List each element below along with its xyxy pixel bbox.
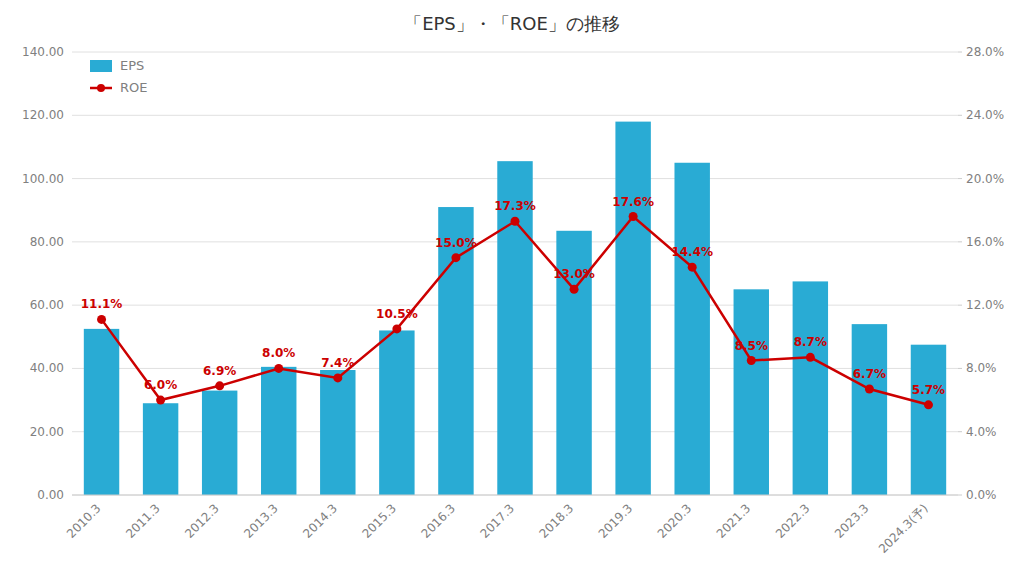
bar (261, 367, 296, 495)
marker (333, 373, 342, 382)
x-tick-label: 2022.3 (773, 501, 813, 541)
y2-tick-mark (958, 431, 962, 432)
marker (570, 285, 579, 294)
bar (793, 281, 828, 495)
data-label: 7.4% (321, 356, 354, 370)
x-tick-label: 2014.3 (300, 501, 340, 541)
data-label: 17.3% (494, 199, 536, 213)
y2-tick-mark (958, 52, 962, 53)
marker (274, 364, 283, 373)
bar (852, 324, 887, 495)
y2-tick-label: 4.0% (966, 425, 997, 439)
legend-marker (97, 84, 105, 92)
x-tick-label: 2019.3 (596, 501, 636, 541)
y-tick-label: 80.00 (30, 235, 64, 249)
y2-tick-label: 0.0% (966, 488, 997, 502)
grid-line (72, 52, 958, 53)
grid-line (72, 115, 958, 116)
bar (734, 289, 769, 495)
y2-tick-mark (958, 115, 962, 116)
marker (865, 384, 874, 393)
data-label: 8.0% (262, 346, 295, 360)
y-tick-label: 100.00 (22, 172, 64, 186)
legend-label: EPS (120, 58, 144, 73)
y2-tick-label: 12.0% (966, 298, 1004, 312)
x-tick-label: 2011.3 (123, 501, 163, 541)
y2-tick-mark (958, 495, 962, 496)
y2-tick-label: 20.0% (966, 172, 1004, 186)
plot-area (84, 122, 946, 495)
grid-line (72, 495, 958, 496)
x-tick-label: 2010.3 (64, 501, 104, 541)
line (102, 217, 929, 405)
y2-tick-label: 24.0% (966, 108, 1004, 122)
marker (156, 396, 165, 405)
bar (379, 330, 414, 495)
y2-tick-label: 8.0% (966, 361, 997, 375)
x-tick-label: 2020.3 (655, 501, 695, 541)
marker (629, 212, 638, 221)
bar (674, 163, 709, 495)
x-tick-label: 2015.3 (359, 501, 399, 541)
data-label: 13.0% (553, 267, 595, 281)
data-label: 8.7% (794, 335, 827, 349)
grid (72, 52, 958, 495)
x-tick-label: 2017.3 (478, 501, 518, 541)
legend-swatch (90, 60, 112, 72)
x-tick-label: 2023.3 (832, 501, 872, 541)
y2-tick-label: 28.0% (966, 45, 1004, 59)
x-tick-label: 2012.3 (182, 501, 222, 541)
y2-tick-mark (958, 241, 962, 242)
data-label: 8.5% (735, 339, 768, 353)
data-label: 17.6% (612, 195, 654, 209)
data-label: 6.0% (144, 378, 177, 392)
marker (924, 400, 933, 409)
x-axis-line (72, 495, 958, 496)
x-tick-label: 2018.3 (537, 501, 577, 541)
data-label: 5.7% (912, 383, 945, 397)
y-tick-label: 120.00 (22, 108, 64, 122)
y2-tick-mark (958, 368, 962, 369)
y-tick-label: 140.00 (22, 45, 64, 59)
y-tick-label: 20.00 (30, 425, 64, 439)
bar (911, 345, 946, 495)
y2-tick-mark (958, 305, 962, 306)
y2-tick-mark (958, 178, 962, 179)
data-label: 10.5% (376, 307, 418, 321)
marker (747, 356, 756, 365)
bar (320, 370, 355, 495)
y-tick-label: 40.00 (30, 361, 64, 375)
x-tick-label: 2016.3 (418, 501, 458, 541)
data-labels: 11.1% 6.0% 6.9% 8.0% 7.4% 10.5% 15.0% 17.3% 13.0… (81, 195, 945, 397)
marker (215, 381, 224, 390)
legend: EPS ROE (90, 58, 147, 95)
x-tick-label: 2021.3 (714, 501, 754, 541)
marker (806, 353, 815, 362)
bar (143, 403, 178, 495)
y-tick-label: 0.00 (37, 488, 64, 502)
marker (451, 253, 460, 262)
x-tick-label: 2024.3(予) (876, 501, 931, 556)
y-tick-label: 60.00 (30, 298, 64, 312)
data-label: 6.9% (203, 364, 236, 378)
data-label: 15.0% (435, 236, 477, 250)
marker (511, 217, 520, 226)
marker (688, 263, 697, 272)
bar (202, 391, 237, 495)
bar (615, 122, 650, 495)
data-label: 6.7% (853, 367, 886, 381)
y2-tick-label: 16.0% (966, 235, 1004, 249)
legend-label: ROE (120, 80, 147, 95)
x-tick-label: 2013.3 (241, 501, 281, 541)
marker (392, 324, 401, 333)
data-label: 11.1% (81, 297, 123, 311)
data-label: 14.4% (671, 245, 713, 259)
marker (97, 315, 106, 324)
bar (84, 329, 119, 495)
chart: 「EPS」・「ROE」の推移 0.00 20.00 40.00 60.00 80.00 10… (0, 0, 1024, 581)
title: 「EPS」・「ROE」の推移 (404, 13, 620, 34)
